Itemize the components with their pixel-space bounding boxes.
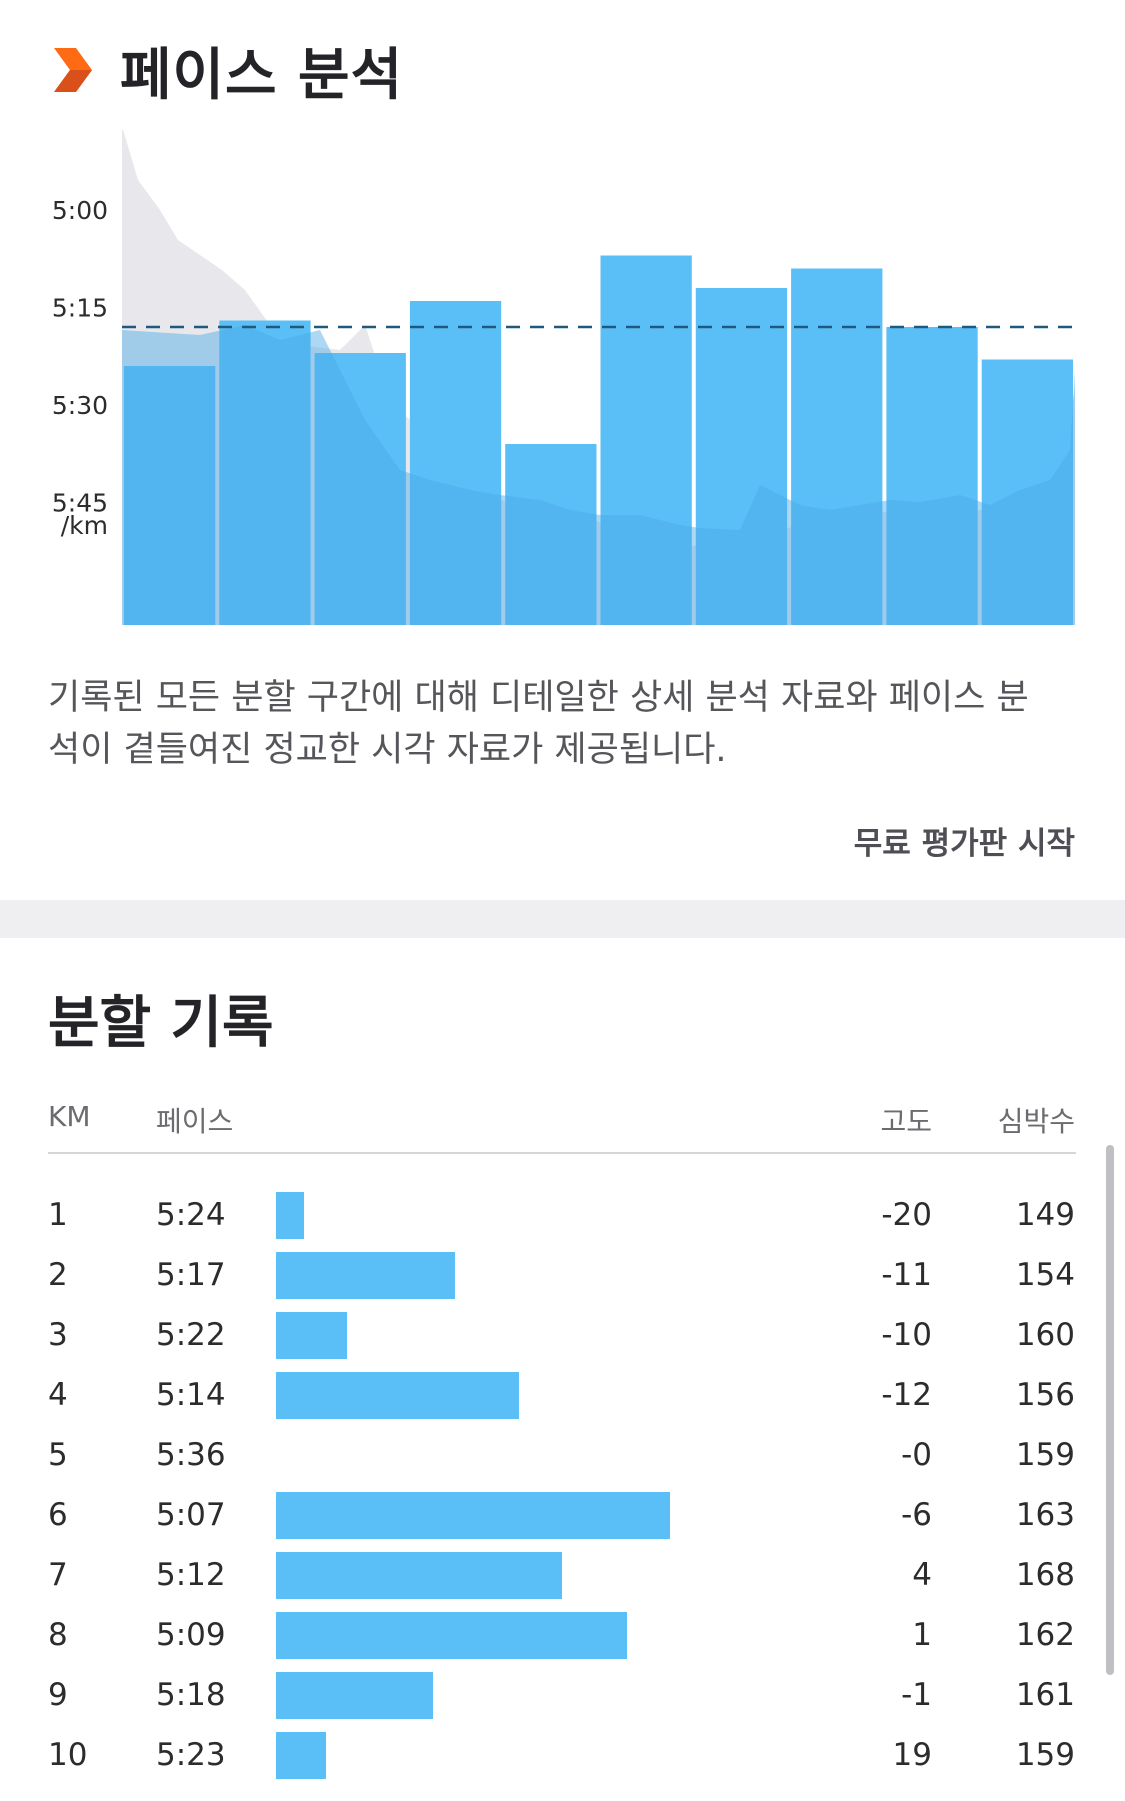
split-heart-rate: 160 — [1015, 1317, 1075, 1353]
y-tick-label: 5:00 — [52, 196, 108, 225]
header-pace: 페이스 — [156, 1105, 234, 1138]
split-elevation: -20 — [881, 1197, 932, 1233]
split-pace: 5:12 — [156, 1557, 226, 1593]
split-pace-bar — [276, 1252, 455, 1299]
table-row[interactable]: 6 5:07 -6 163 — [0, 1485, 1125, 1545]
splits-table-header: KM 페이스 고도 심박수 — [0, 1090, 1125, 1150]
y-tick-label: 5:45 — [52, 489, 108, 518]
elevation-overlay — [122, 325, 1075, 625]
split-pace: 5:14 — [156, 1377, 226, 1413]
split-elevation: -1 — [901, 1677, 932, 1713]
split-km: 7 — [48, 1557, 68, 1593]
split-heart-rate: 168 — [1015, 1557, 1075, 1593]
pace-bar — [981, 359, 1073, 625]
split-heart-rate: 159 — [1015, 1737, 1075, 1773]
split-pace: 5:17 — [156, 1257, 226, 1293]
pace-bar — [600, 255, 692, 625]
pace-bar — [505, 444, 597, 625]
split-heart-rate: 149 — [1015, 1197, 1075, 1233]
split-km: 1 — [48, 1197, 68, 1233]
splits-title: 분할 기록 — [48, 991, 274, 1056]
y-tick-label: 5:15 — [52, 294, 108, 323]
pace-analysis-description: 기록된 모든 분할 구간에 대해 디테일한 상세 분석 자료와 페이스 분석이 … — [48, 678, 1029, 770]
table-row[interactable]: 9 5:18 -1 161 — [0, 1665, 1125, 1725]
pace-analysis-title: 페이스 분석 — [120, 42, 404, 108]
table-row[interactable]: 2 5:17 -11 154 — [0, 1245, 1125, 1305]
table-row[interactable]: 4 5:14 -12 156 — [0, 1365, 1125, 1425]
split-pace: 5:18 — [156, 1677, 226, 1713]
split-elevation: 4 — [912, 1557, 932, 1593]
table-row[interactable]: 7 5:12 4 168 — [0, 1545, 1125, 1605]
split-elevation: 1 — [912, 1617, 932, 1653]
table-row[interactable]: 8 5:09 1 162 — [0, 1605, 1125, 1665]
pace-bar — [124, 366, 216, 625]
header-heart-rate: 심박수 — [997, 1105, 1075, 1138]
split-heart-rate: 161 — [1015, 1677, 1075, 1713]
pace-analysis-header: 페이스 분석 — [52, 30, 403, 110]
split-pace-bar — [276, 1552, 562, 1599]
header-elevation: 고도 — [880, 1105, 932, 1138]
split-pace-bar — [276, 1492, 670, 1539]
split-pace-bar — [276, 1672, 433, 1719]
section-divider — [0, 900, 1125, 938]
split-pace-bar — [276, 1372, 519, 1419]
pace-bar — [409, 301, 502, 625]
split-elevation: -10 — [881, 1317, 932, 1353]
split-heart-rate: 156 — [1015, 1377, 1075, 1413]
table-row[interactable]: 10 5:23 19 159 — [0, 1725, 1125, 1785]
split-elevation: -0 — [901, 1437, 932, 1473]
start-free-trial-link[interactable]: 무료 평가판 시작 — [853, 826, 1075, 862]
table-row[interactable]: 3 5:22 -10 160 — [0, 1305, 1125, 1365]
scrollbar[interactable] — [1106, 1145, 1114, 1675]
pace-analysis-section: 페이스 분석 5:00 5:15 5:30 5:45/km 기록된 모든 분할 구간에… — [0, 0, 1125, 900]
split-pace: 5:23 — [156, 1737, 226, 1773]
split-pace-bar — [276, 1732, 326, 1779]
split-pace: 5:07 — [156, 1497, 226, 1533]
split-pace: 5:22 — [156, 1317, 226, 1353]
split-km: 3 — [48, 1317, 68, 1353]
split-pace: 5:24 — [156, 1197, 226, 1233]
table-row[interactable]: 1 5:24 -20 149 — [0, 1185, 1125, 1245]
split-km: 2 — [48, 1257, 68, 1293]
split-km: 5 — [48, 1437, 68, 1473]
split-km: 9 — [48, 1677, 68, 1713]
split-km: 4 — [48, 1377, 68, 1413]
split-pace-bar — [276, 1312, 347, 1359]
orange-chevron-icon — [54, 48, 92, 92]
y-tick-label: 5:30 — [52, 391, 108, 420]
split-pace-bar — [276, 1192, 304, 1239]
split-heart-rate: 162 — [1015, 1617, 1075, 1653]
split-elevation: -6 — [901, 1497, 932, 1533]
split-elevation: -11 — [881, 1257, 932, 1293]
split-pace: 5:36 — [156, 1437, 226, 1473]
header-km: KM — [48, 1100, 91, 1133]
y-tick-label: /km — [61, 511, 108, 540]
pace-chart-svg: 5:00 5:15 5:30 5:45/km — [52, 130, 1075, 625]
split-pace: 5:09 — [156, 1617, 226, 1653]
pace-bar — [219, 320, 311, 625]
pace-bar — [314, 353, 406, 625]
split-km: 10 — [48, 1737, 88, 1773]
split-heart-rate: 159 — [1015, 1437, 1075, 1473]
pace-bar — [695, 288, 788, 625]
split-heart-rate: 163 — [1015, 1497, 1075, 1533]
split-km: 8 — [48, 1617, 68, 1653]
table-row[interactable]: 5 5:36 -0 159 — [0, 1425, 1125, 1485]
split-heart-rate: 154 — [1015, 1257, 1075, 1293]
split-pace-bar — [276, 1612, 627, 1659]
split-elevation: 19 — [892, 1737, 932, 1773]
pace-chart: 5:00 5:15 5:30 5:45/km — [0, 130, 1125, 650]
pace-bar — [886, 327, 978, 625]
header-divider — [48, 1152, 1076, 1154]
split-elevation: -12 — [881, 1377, 932, 1413]
split-km: 6 — [48, 1497, 68, 1533]
